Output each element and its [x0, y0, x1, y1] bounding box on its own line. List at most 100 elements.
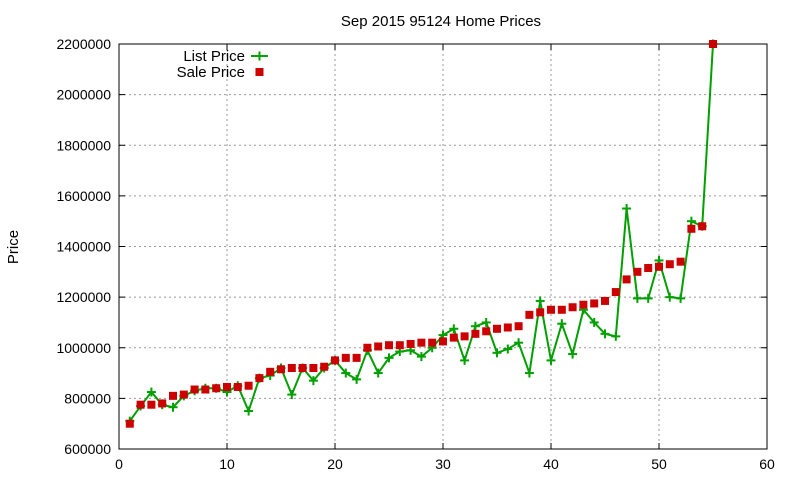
x-tick-label: 20 [327, 456, 343, 472]
list-price-point [589, 317, 599, 327]
sale-price-point [190, 385, 199, 394]
sale-price-point [471, 329, 480, 338]
x-tick-label: 10 [219, 456, 235, 472]
list-price-point [492, 348, 502, 358]
sale-price-point [255, 374, 264, 383]
sale-price-point [158, 399, 167, 408]
list-price-point [676, 293, 686, 303]
list-price-point [622, 204, 632, 214]
sale-price-point [233, 382, 242, 391]
sale-price-point [212, 384, 221, 393]
list-price-point [686, 216, 696, 226]
sale-price-point [277, 365, 285, 374]
list-price-point [384, 353, 394, 363]
sale-price-point [579, 300, 588, 309]
sale-price-point [622, 275, 631, 284]
sale-price-point [395, 341, 404, 350]
list-price-point [168, 402, 178, 412]
list-price-point [287, 390, 297, 400]
x-tick-label: 30 [435, 456, 451, 472]
sale-price-point [687, 224, 696, 233]
list-price-point [244, 406, 254, 416]
y-tick-label: 1400000 [56, 239, 111, 255]
sale-price-point [601, 296, 609, 305]
sale-price-point [536, 308, 545, 317]
sale-price-point [136, 400, 145, 409]
grid-lines [119, 44, 767, 449]
sale-price-point [633, 267, 642, 276]
list-price-point [568, 349, 578, 359]
sale-price-point [611, 288, 620, 297]
sale-price-point [223, 382, 231, 391]
y-tick-label: 1800000 [56, 137, 111, 153]
list-price-point [632, 293, 642, 303]
list-price-point [470, 321, 480, 331]
list-price-point [514, 338, 524, 348]
sale-price-point [428, 338, 437, 347]
list-price-point [460, 355, 470, 365]
sale-price-point [568, 303, 577, 312]
sale-price-point [287, 364, 296, 372]
y-tick-label: 1600000 [56, 188, 111, 204]
sale-price-point [482, 327, 491, 336]
sale-price-point [244, 381, 253, 390]
sale-price-point [298, 364, 307, 372]
sale-price-point [665, 260, 674, 269]
sale-price-point [417, 338, 426, 347]
sale-price-point [557, 305, 566, 314]
sale-price-point [439, 337, 447, 346]
list-price-point [481, 317, 491, 327]
list-price-point [416, 352, 426, 362]
list-price-point [373, 368, 383, 378]
list-price-point [308, 376, 318, 386]
sale-price-point [309, 364, 318, 372]
series-layer [125, 39, 718, 428]
legend-plus-swatch [255, 51, 264, 61]
list-price-point [352, 374, 362, 384]
legend-label: List Price [183, 48, 245, 65]
axes: 0 10 20 30 40 50 60 600000 800000 1000000 1200000 1… [56, 36, 775, 472]
sale-price-point [331, 356, 339, 365]
sale-price-point [406, 339, 415, 348]
list-price-point [557, 319, 567, 329]
x-tick-label: 0 [115, 456, 123, 472]
sale-price-point [363, 343, 372, 352]
legend-label: Sale Price [177, 64, 245, 81]
sale-price-point [125, 419, 134, 428]
sale-price-point [514, 322, 523, 331]
sale-price-point [179, 390, 188, 399]
sale-price-point [352, 353, 361, 362]
sale-price-point [676, 257, 685, 266]
list-price-point [611, 331, 621, 341]
sale-price-point [449, 333, 458, 342]
sale-price-point [644, 264, 653, 273]
sale-price-point [320, 362, 329, 371]
sale-price-point [147, 400, 156, 409]
y-tick-label: 600000 [64, 441, 111, 457]
sale-price-point [525, 310, 534, 319]
sale-price-point [385, 341, 393, 350]
y-tick-label: 2000000 [56, 87, 111, 103]
list-price-point [546, 355, 556, 365]
sale-price-point [493, 324, 501, 333]
sale-price-point [201, 385, 210, 394]
list-price-point [449, 324, 459, 334]
y-tick-label: 1000000 [56, 340, 111, 356]
list-price-point [524, 368, 534, 378]
x-tick-label: 40 [543, 456, 559, 472]
y-tick-label: 1200000 [56, 289, 111, 305]
sale-price-point [341, 353, 350, 362]
x-tick-label: 50 [651, 456, 667, 472]
sale-price-point [503, 323, 512, 332]
sale-price-point [709, 40, 717, 48]
list-price-point [600, 329, 610, 339]
list-price-point [146, 387, 156, 397]
sale-price-point [169, 391, 177, 400]
list-price-point [665, 292, 675, 302]
sale-price-point [266, 367, 275, 376]
legend-square-swatch [255, 68, 264, 76]
x-tick-label: 60 [759, 456, 775, 472]
list-price-point [643, 293, 653, 303]
